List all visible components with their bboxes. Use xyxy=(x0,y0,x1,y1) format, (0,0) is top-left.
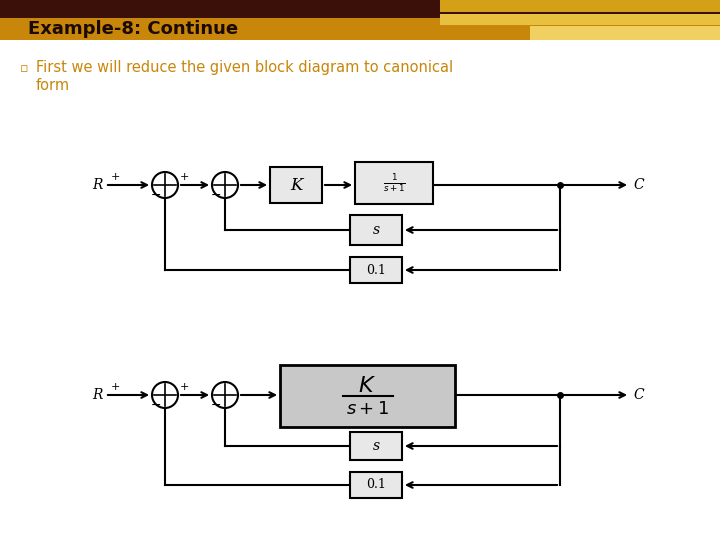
Text: −: − xyxy=(150,188,161,201)
Circle shape xyxy=(212,382,238,408)
Circle shape xyxy=(152,172,178,198)
Text: −: − xyxy=(150,399,161,411)
Text: −: − xyxy=(211,188,221,201)
Text: s: s xyxy=(372,223,379,237)
Bar xyxy=(270,167,322,203)
Text: R: R xyxy=(92,178,103,192)
Text: $K$: $K$ xyxy=(359,375,377,397)
Text: form: form xyxy=(36,78,70,93)
Text: −: − xyxy=(211,399,221,411)
Text: C: C xyxy=(633,178,644,192)
Text: 0.1: 0.1 xyxy=(366,478,386,491)
Text: $s+1$: $s+1$ xyxy=(346,400,389,418)
Bar xyxy=(530,26,720,40)
Bar xyxy=(440,0,720,12)
Bar xyxy=(355,162,433,204)
Bar xyxy=(350,472,402,498)
Text: K: K xyxy=(290,177,302,193)
Circle shape xyxy=(212,172,238,198)
Bar xyxy=(350,257,402,283)
Text: $\frac{1}{s+1}$: $\frac{1}{s+1}$ xyxy=(382,172,405,194)
Text: +: + xyxy=(179,382,189,392)
Bar xyxy=(350,215,402,245)
Text: R: R xyxy=(92,388,103,402)
Circle shape xyxy=(152,382,178,408)
Text: s: s xyxy=(372,439,379,453)
Text: 0.1: 0.1 xyxy=(366,264,386,276)
Text: First we will reduce the given block diagram to canonical: First we will reduce the given block dia… xyxy=(36,60,453,75)
Text: +: + xyxy=(179,172,189,182)
Text: C: C xyxy=(633,388,644,402)
Bar xyxy=(280,365,455,427)
Text: +: + xyxy=(110,382,120,392)
Bar xyxy=(0,18,720,40)
Text: +: + xyxy=(110,172,120,182)
Bar xyxy=(440,14,720,25)
Bar xyxy=(0,0,720,18)
Text: ▫: ▫ xyxy=(20,62,29,75)
Text: Example-8: Continue: Example-8: Continue xyxy=(28,20,238,38)
Bar xyxy=(350,432,402,460)
